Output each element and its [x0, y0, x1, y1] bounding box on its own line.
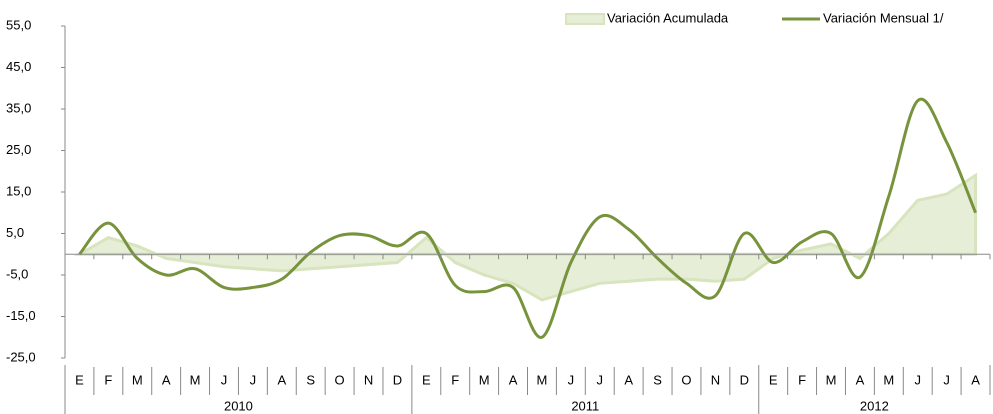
x-tick-label: A: [509, 372, 518, 387]
x-tick-label: J: [597, 372, 604, 387]
x-tick-label: A: [277, 372, 286, 387]
x-tick-label: A: [971, 372, 980, 387]
x-tick-label: M: [479, 372, 490, 387]
x-tick-label: J: [914, 372, 921, 387]
group-label: 2011: [571, 398, 599, 413]
legend-swatch: [565, 13, 605, 25]
x-tick-label: M: [537, 372, 548, 387]
line: [78, 97, 977, 339]
x-tick-label: J: [221, 372, 228, 387]
x-tick-label: D: [740, 372, 749, 387]
x-tick-label: F: [798, 372, 806, 387]
x-tick-label: M: [132, 372, 143, 387]
group-label: 2010: [224, 398, 253, 413]
x-tick-label: M: [883, 372, 894, 387]
x-tick-label: A: [162, 372, 171, 387]
x-tick-label: O: [681, 372, 691, 387]
y-tick-label: 25,0: [6, 142, 31, 157]
group-label: 2012: [860, 398, 889, 413]
y-tick-label: 35,0: [6, 100, 31, 115]
x-tick-label: J: [250, 372, 257, 387]
y-tick-label: 45,0: [6, 59, 31, 74]
x-tick-label: O: [335, 372, 345, 387]
x-tick-label: J: [568, 372, 575, 387]
y-tick-label: -15,0: [6, 308, 36, 323]
y-tick-label: 15,0: [6, 183, 31, 198]
legend-label: Variación Acumulada: [607, 10, 729, 25]
x-tick-label: E: [75, 372, 84, 387]
x-tick-label: J: [943, 372, 950, 387]
x-tick-label: M: [826, 372, 837, 387]
x-tick-label: E: [422, 372, 431, 387]
x-tick-label: M: [190, 372, 201, 387]
x-tick-label: A: [856, 372, 865, 387]
x-tick-label: N: [711, 372, 720, 387]
y-tick-label: -5,0: [6, 266, 28, 281]
y-tick-label: 5,0: [6, 225, 24, 240]
x-tick-label: S: [653, 372, 662, 387]
x-tick-label: S: [306, 372, 315, 387]
y-tick-label: -25,0: [6, 349, 36, 364]
x-tick-label: A: [624, 372, 633, 387]
x-tick-label: E: [769, 372, 778, 387]
x-tick-label: F: [451, 372, 459, 387]
x-tick-label: D: [393, 372, 402, 387]
y-tick-label: 55,0: [6, 17, 31, 32]
x-tick-label: F: [104, 372, 112, 387]
legend-label: Variación Mensual 1/: [823, 10, 944, 25]
x-tick-label: N: [364, 372, 373, 387]
